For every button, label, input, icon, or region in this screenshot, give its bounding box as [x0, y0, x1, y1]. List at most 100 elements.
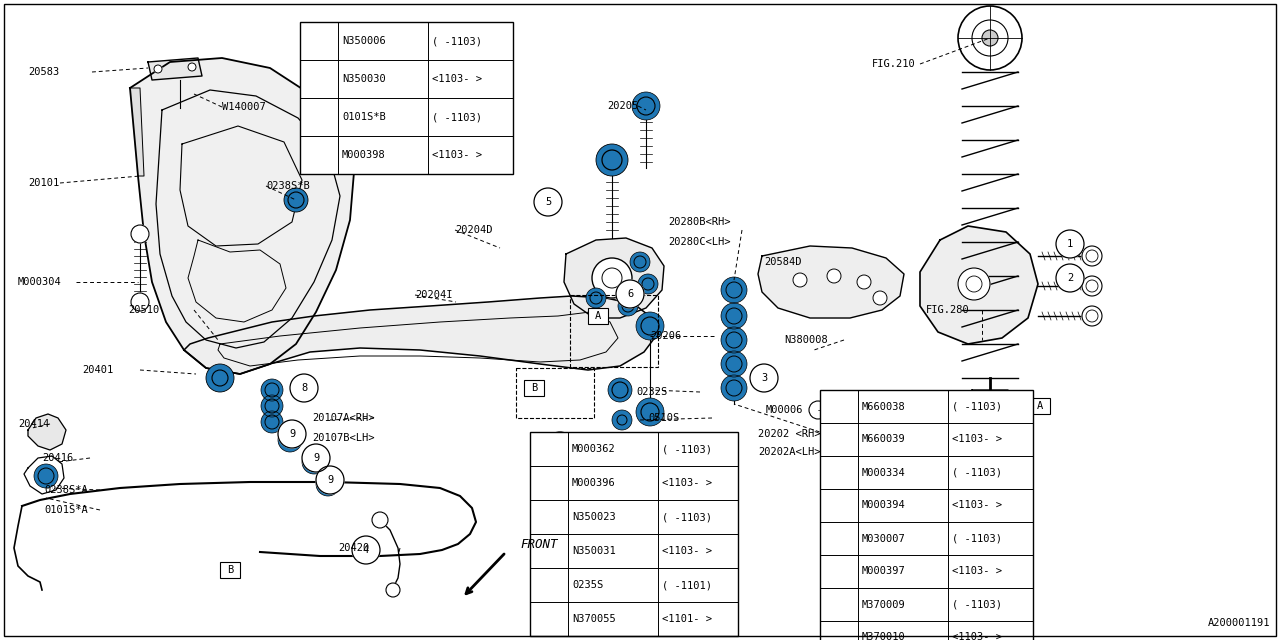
Circle shape	[1082, 276, 1102, 296]
Text: ( -1103): ( -1103)	[433, 36, 483, 46]
Circle shape	[596, 144, 628, 176]
Text: 5: 5	[545, 197, 552, 207]
Circle shape	[721, 351, 748, 377]
Circle shape	[302, 444, 330, 472]
Circle shape	[535, 520, 563, 548]
Text: M370009: M370009	[861, 600, 906, 609]
Text: 4: 4	[836, 616, 842, 626]
Text: M660039: M660039	[861, 435, 906, 445]
Circle shape	[845, 405, 855, 415]
Circle shape	[265, 399, 279, 413]
Circle shape	[721, 375, 748, 401]
Text: B: B	[531, 383, 538, 393]
Circle shape	[302, 450, 326, 474]
Circle shape	[307, 455, 321, 469]
Circle shape	[154, 65, 163, 73]
Text: 20416: 20416	[42, 453, 73, 463]
Bar	[588, 308, 608, 324]
Bar	[530, 432, 739, 636]
Circle shape	[1056, 230, 1084, 258]
Circle shape	[636, 312, 664, 340]
Circle shape	[261, 411, 283, 433]
Text: M030007: M030007	[861, 534, 906, 543]
Text: 20583: 20583	[28, 67, 59, 77]
Circle shape	[618, 296, 637, 316]
Circle shape	[824, 607, 854, 636]
Circle shape	[858, 275, 870, 289]
Text: ( -1103): ( -1103)	[952, 401, 1002, 412]
Text: <1103- >: <1103- >	[433, 150, 483, 160]
Text: 8: 8	[301, 383, 307, 393]
Text: 20510: 20510	[128, 305, 159, 315]
Text: W140007: W140007	[221, 102, 266, 112]
Circle shape	[547, 432, 573, 460]
Circle shape	[35, 464, 58, 488]
Text: <1101- >: <1101- >	[662, 614, 712, 624]
Text: <1103- >: <1103- >	[952, 632, 1002, 640]
Circle shape	[305, 45, 334, 74]
Circle shape	[372, 512, 388, 528]
Text: N380008: N380008	[783, 335, 828, 345]
Circle shape	[617, 415, 627, 425]
Text: 7: 7	[545, 597, 552, 607]
Text: 9: 9	[326, 475, 333, 485]
Circle shape	[726, 356, 742, 372]
Circle shape	[612, 410, 632, 430]
Circle shape	[632, 92, 660, 120]
Text: ( -1103): ( -1103)	[952, 467, 1002, 477]
Circle shape	[387, 583, 399, 597]
Text: M00006: M00006	[765, 405, 804, 415]
Text: FRONT: FRONT	[520, 538, 558, 550]
Text: M000396: M000396	[572, 478, 616, 488]
Circle shape	[131, 225, 148, 243]
Polygon shape	[920, 226, 1038, 344]
Text: B: B	[227, 565, 233, 575]
Polygon shape	[131, 58, 355, 374]
Circle shape	[535, 452, 563, 481]
Text: ( -1103): ( -1103)	[662, 512, 712, 522]
Text: 20107B<LH>: 20107B<LH>	[312, 433, 375, 443]
Circle shape	[616, 280, 644, 308]
Text: 0232S: 0232S	[636, 387, 667, 397]
Text: 7: 7	[593, 443, 599, 453]
Text: <1103- >: <1103- >	[952, 435, 1002, 445]
Text: ( -1103): ( -1103)	[433, 112, 483, 122]
Circle shape	[641, 317, 659, 335]
Circle shape	[206, 364, 234, 392]
Circle shape	[612, 382, 628, 398]
Text: 2: 2	[1066, 273, 1073, 283]
Text: N350006: N350006	[342, 36, 385, 46]
Text: 0238S*A: 0238S*A	[44, 485, 88, 495]
Circle shape	[972, 20, 1009, 56]
Bar	[1030, 398, 1050, 414]
Text: 8: 8	[316, 55, 323, 65]
Polygon shape	[564, 238, 664, 318]
Circle shape	[188, 63, 196, 71]
Text: A200001191: A200001191	[1207, 618, 1270, 628]
Circle shape	[873, 291, 887, 305]
Text: A: A	[1037, 401, 1043, 411]
Text: 0510S: 0510S	[648, 413, 680, 423]
Circle shape	[721, 327, 748, 353]
Text: 4: 4	[557, 441, 563, 451]
Text: ( -1103): ( -1103)	[952, 600, 1002, 609]
Text: 2: 2	[836, 484, 842, 494]
Circle shape	[1085, 310, 1098, 322]
Text: A: A	[595, 311, 602, 321]
Circle shape	[637, 274, 658, 294]
Text: 0101S*B: 0101S*B	[342, 112, 385, 122]
Circle shape	[602, 150, 622, 170]
Text: N350030: N350030	[342, 74, 385, 84]
Polygon shape	[758, 246, 904, 318]
Text: 3: 3	[760, 373, 767, 383]
Circle shape	[321, 477, 335, 491]
Text: <1103- >: <1103- >	[952, 566, 1002, 577]
Text: <1103- >: <1103- >	[662, 546, 712, 556]
Circle shape	[721, 303, 748, 329]
Text: 20204I: 20204I	[415, 290, 453, 300]
Bar	[516, 368, 594, 418]
Polygon shape	[184, 296, 657, 374]
Circle shape	[636, 398, 664, 426]
Text: 20401: 20401	[82, 365, 113, 375]
Circle shape	[265, 415, 279, 429]
